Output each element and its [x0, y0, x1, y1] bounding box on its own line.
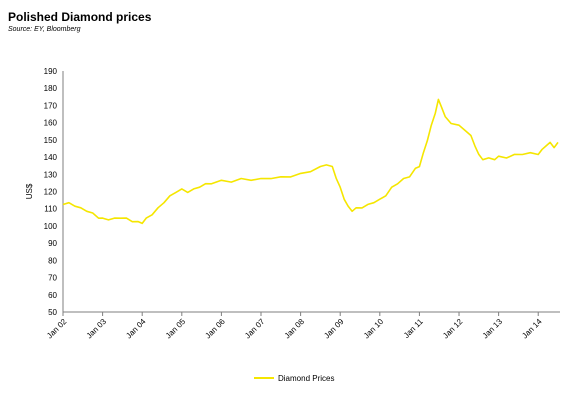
y-tick-label: 50: [48, 308, 57, 317]
legend-label: Diamond Prices: [278, 374, 334, 383]
y-tick-label: 100: [44, 222, 58, 231]
y-tick-label: 120: [44, 188, 58, 197]
y-tick-label: 150: [44, 136, 58, 145]
x-tick-label: Jan 09: [322, 317, 346, 341]
x-tick-label: Jan 14: [520, 317, 544, 341]
x-tick-label: Jan 06: [203, 317, 227, 341]
y-tick-label: 90: [48, 239, 57, 248]
series-layer: [62, 98, 559, 225]
x-tick-label: Jan 10: [362, 317, 386, 341]
x-tick-label: Jan 04: [124, 317, 148, 341]
y-tick-label: 170: [44, 101, 58, 110]
y-axis-label: US$: [25, 183, 34, 199]
x-tick-label: Jan 03: [85, 317, 109, 341]
x-tick-label: Jan 05: [164, 317, 188, 341]
y-tick-label: 70: [48, 274, 57, 283]
x-axis: Jan 02 Jan 03 Jan 04 Jan 05 Jan 06 Jan 07 Jan …: [45, 311, 560, 341]
x-tick-label: Jan 11: [402, 317, 425, 340]
x-tick-label: Jan 02: [45, 317, 69, 341]
series-line-diamond-prices: [62, 98, 559, 225]
y-tick-label: 140: [44, 153, 58, 162]
y-tick-label: 130: [44, 170, 58, 179]
y-tick-label: 60: [48, 291, 57, 300]
y-tick-label: 160: [44, 119, 58, 128]
y-axis: 50 60 70 80 90 100 110 120 130 140 150 160 170 180 190: [44, 67, 64, 317]
x-tick-label: Jan 12: [441, 317, 465, 341]
y-tick-label: 80: [48, 256, 57, 265]
x-tick-label: Jan 08: [283, 317, 307, 341]
legend: Diamond Prices: [254, 374, 334, 383]
chart-title: Polished Diamond prices: [8, 10, 152, 24]
x-tick-label: Jan 07: [243, 317, 267, 341]
chart-source: Source: EY, Bloomberg: [8, 26, 81, 33]
y-tick-label: 190: [44, 67, 58, 76]
y-tick-label: 180: [44, 84, 58, 93]
x-tick-label: Jan 13: [481, 317, 505, 341]
y-tick-label: 110: [44, 205, 57, 214]
